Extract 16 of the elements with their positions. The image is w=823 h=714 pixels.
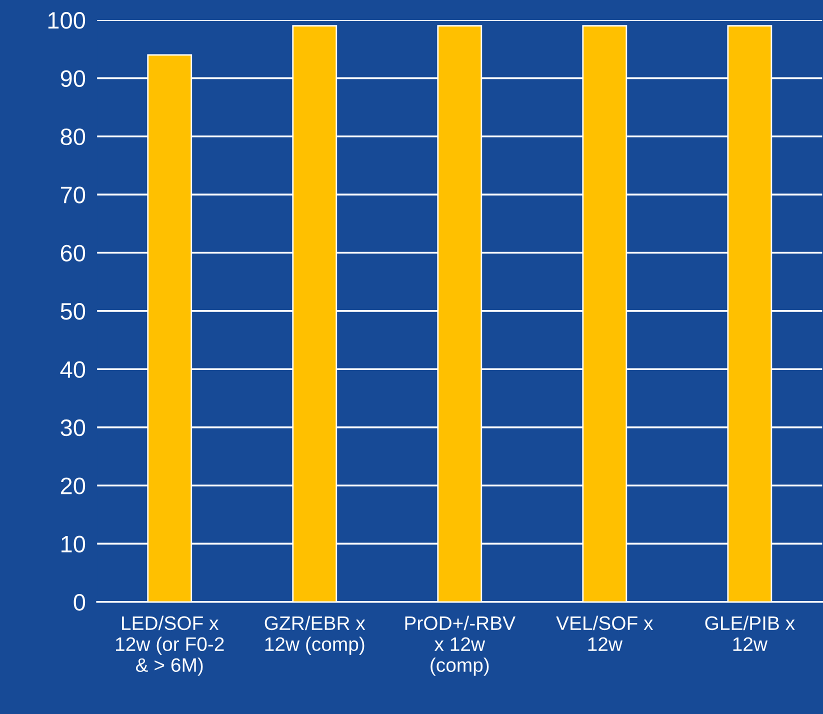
y-tick-label: 100 <box>48 12 86 29</box>
y-tick-label: 60 <box>60 244 86 262</box>
y-tick-label: 0 <box>74 594 86 611</box>
x-tick-label: GLE/PIB x 12w <box>705 616 795 651</box>
x-tick-label: PrOD+/-RBV x 12w (comp) <box>405 616 516 676</box>
y-tick-label: 40 <box>60 361 86 378</box>
y-tick-label: 20 <box>60 478 86 494</box>
y-tick-label: 90 <box>60 70 86 87</box>
y-tick-label: 50 <box>60 303 86 320</box>
y-tick-label: 70 <box>60 186 86 204</box>
x-tick-label: GZR/EBR x 12w (comp) <box>264 616 366 655</box>
x-tick-label: VEL/SOF x 12w <box>556 616 654 651</box>
y-tick-label: 10 <box>62 536 86 552</box>
x-tick-label: LED/SOF x 12w (or F0-2 & > 6M) <box>116 616 224 676</box>
y-tick-label: 80 <box>60 128 86 146</box>
y-tick-label: 30 <box>60 419 86 436</box>
